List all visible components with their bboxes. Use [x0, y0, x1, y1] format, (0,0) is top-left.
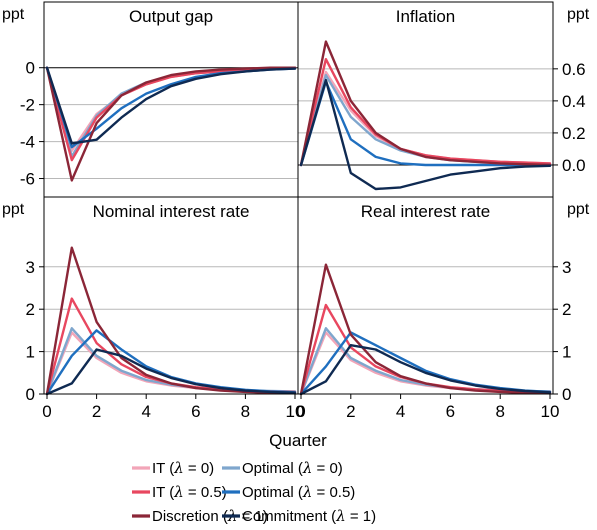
y-tick-label: 0.0 [562, 156, 586, 175]
series-line-comm [45, 66, 297, 145]
series-line-comm [299, 78, 552, 191]
series-line-disc [299, 263, 552, 396]
unit-label: ppt [2, 201, 25, 218]
panel-nominal-interest-rate: Nominal interest rate 0 1 2 3 ppt 0 2 4 6 8 10 [2, 196, 305, 421]
series-line-disc [45, 66, 297, 182]
legend-label-it05: IT (λ = 0.5) [152, 483, 227, 501]
legend-item-it05: IT (λ = 0.5) [132, 483, 227, 501]
y-tick-label: 3 [562, 258, 571, 277]
y-tick-label: 1 [562, 343, 571, 362]
legend-item-comm: Commitment (λ = 1) [222, 507, 376, 525]
chart-legend: IT (λ = 0) Optimal (λ = 0) IT (λ = 0.5) Opt… [132, 459, 376, 525]
unit-label: ppt [567, 201, 590, 218]
x-tick-label: 2 [92, 402, 101, 421]
legend-label-opt05: Optimal (λ = 0.5) [242, 483, 355, 501]
x-tick-label: 10 [541, 402, 560, 421]
x-tick-label: 0 [296, 402, 305, 421]
series-line-it05 [299, 58, 552, 167]
unit-label: ppt [567, 6, 590, 23]
legend-item-it0: IT (λ = 0) [132, 459, 214, 477]
panel-title: Output gap [129, 7, 213, 26]
series-line-disc [299, 40, 552, 167]
panel-title: Real interest rate [361, 202, 490, 221]
panel-frame [43, 1, 299, 198]
panel-frame [297, 196, 554, 395]
unit-label: ppt [2, 6, 25, 23]
x-tick-label: 10 [286, 402, 305, 421]
x-tick-label: 6 [446, 402, 455, 421]
series-line-opt05 [299, 80, 552, 167]
x-tick-label: 8 [495, 402, 504, 421]
series-line-opt0 [45, 66, 297, 158]
y-tick-label: 0 [562, 385, 571, 404]
panel-title: Nominal interest rate [93, 202, 250, 221]
y-tick-label: 0.2 [562, 124, 586, 143]
x-tick-label: 8 [241, 402, 250, 421]
y-tick-label: 2 [26, 300, 35, 319]
x-tick-label: 4 [141, 402, 150, 421]
x-axis-label: Quarter [269, 431, 327, 450]
y-tick-label: -4 [20, 133, 35, 152]
series-line-it05 [45, 66, 297, 162]
y-tick-label: 0.4 [562, 92, 586, 111]
x-tick-label: 4 [396, 402, 405, 421]
legend-label-it0: IT (λ = 0) [152, 459, 214, 477]
y-tick-label: 0 [26, 385, 35, 404]
y-tick-label: 0.6 [562, 60, 586, 79]
panel-frame [43, 196, 299, 395]
x-tick-label: 2 [346, 402, 355, 421]
legend-label-opt0: Optimal (λ = 0) [242, 459, 343, 477]
legend-label-comm: Commitment (λ = 1) [242, 507, 376, 525]
x-tick-label: 0 [42, 402, 51, 421]
y-tick-label: 2 [562, 300, 571, 319]
panel-title: Inflation [396, 7, 456, 26]
y-tick-label: -2 [20, 96, 35, 115]
series-line-it0 [299, 70, 552, 167]
y-tick-label: 0 [26, 59, 35, 78]
series-line-comm [45, 348, 297, 396]
y-tick-label: 1 [26, 343, 35, 362]
y-tick-label: -6 [20, 170, 35, 189]
panel-real-interest-rate: Real interest rate 0 1 2 3 ppt 0 2 4 6 8 10 [296, 196, 590, 421]
series-line-comm [299, 344, 552, 396]
chart-panels: Output gap 0 -2 -4 -6 ppt Inflation 0.0 0.2 0.4 0.… [2, 1, 590, 421]
legend-item-opt05: Optimal (λ = 0.5) [222, 483, 355, 501]
panel-inflation: Inflation 0.0 0.2 0.4 0.6 ppt [297, 1, 590, 198]
legend-item-opt0: Optimal (λ = 0) [222, 459, 343, 477]
y-tick-label: 3 [26, 258, 35, 277]
x-tick-label: 6 [191, 402, 200, 421]
panel-output-gap: Output gap 0 -2 -4 -6 ppt [2, 1, 299, 198]
series-line-opt0 [299, 73, 552, 167]
